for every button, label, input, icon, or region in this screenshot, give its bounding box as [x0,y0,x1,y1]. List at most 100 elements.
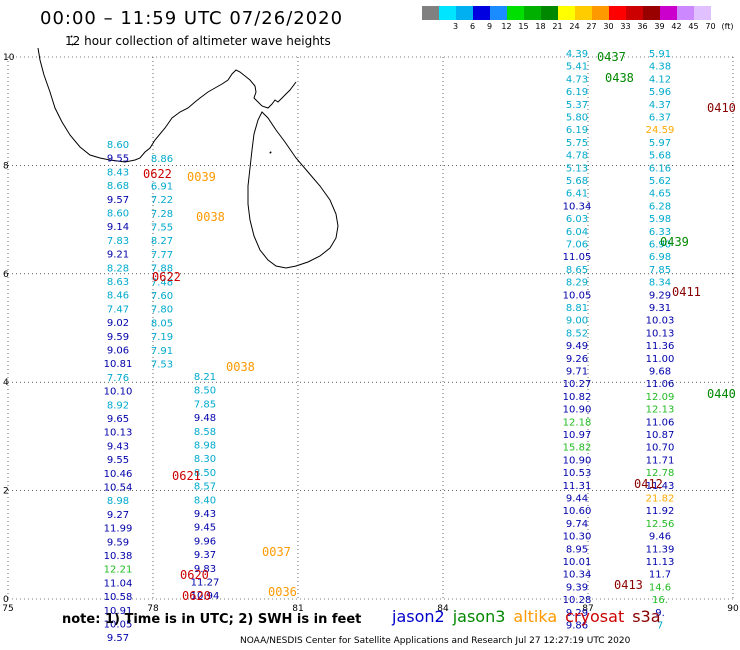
wave-height-value: 5.75 [566,138,588,149]
wave-height-value: 6.33 [649,227,671,238]
pass-time-label: 0411 [672,285,701,299]
wave-height-value: 12.21 [104,565,133,576]
wave-height-value: 10.60 [563,506,592,517]
wave-height-value: 8.68 [107,181,129,192]
colorbar-swatch [694,6,711,20]
wave-height-value: 11.13 [646,557,675,568]
colorbar-swatch [592,6,609,20]
wave-height-value: 10.13 [646,328,675,339]
sri-lanka-coastline [247,111,339,269]
satellite-tracks: 8.60 9.55 8.43 8.68 9.57 8.60 9.14 7.83 9.21 8.28… [104,49,675,644]
wave-height-value: 8.81 [566,303,588,314]
wave-height-value: 10.81 [104,359,133,370]
india-coastline [37,47,297,163]
wave-height-value: 7.22 [151,195,173,206]
wave-height-value: 9.06 [107,346,129,357]
wave-height-value: 5.80 [566,113,588,124]
wave-height-value: 8.50 [194,386,216,397]
wave-height-value: 10.97 [563,430,592,441]
colorbar-label: 9 [486,22,493,31]
colorbar-swatch [609,6,626,20]
wave-height-value: 9. [655,608,665,619]
colorbar-labels: 3 6 9 12 15 18 21 24 27 30 33 36 39 42 45 70 (ft) [422,22,740,34]
wave-height-value: 21.82 [646,494,675,505]
wave-height-value: 7.47 [107,304,129,315]
wave-height-value: 6.28 [649,201,671,212]
wave-height-value: 10.58 [104,592,133,603]
wave-height-value: 9.86 [566,621,588,632]
pass-time-label: 0410 [707,101,736,115]
wave-height-value: 9.48 [194,413,216,424]
wave-height-value: 16. [652,595,668,606]
wave-height-value: 8.34 [649,278,671,289]
wave-height-value: 7.48 [151,277,173,288]
wave-height-value: 7.91 [151,346,173,357]
wave-height-value: 9.46 [649,532,671,543]
wave-height-value: 8.43 [107,167,129,178]
wave-height-value: 7.85 [649,265,671,276]
wave-height-value: 9.49 [566,341,588,352]
wave-height-value: 11.43 [646,481,675,492]
wave-height-value: 10.30 [563,532,592,543]
wave-height-value: 8.52 [566,328,588,339]
colorbar-swatch [456,6,473,20]
wave-height-value: 9.96 [194,536,216,547]
island-dot [269,151,272,154]
colorbar-swatch [473,6,490,20]
wave-height-value: 14.6 [649,582,671,593]
wave-height-value: 11.99 [104,524,133,535]
wave-height-value: 11.04 [104,578,133,589]
wave-height-value: 11.39 [646,544,675,555]
map-title: 00:00 – 11:59 UTC 07/26/2020 [40,8,344,29]
wave-height-value: 7.83 [107,236,129,247]
wave-height-value: 9.31 [649,303,671,314]
wave-height-value: 10.94 [191,591,220,602]
wave-height-value: 8.21 [194,372,216,383]
pass-time-labels: 0622 0039 0038 0622 0038 0621 0037 0620 0620 0036… [143,50,736,603]
wave-height-value: 9.44 [566,494,588,505]
wave-height-value: 4.78 [566,151,588,162]
colorbar-label: 30 [603,22,614,31]
pass-time-label: 0039 [187,170,216,184]
wave-height-value: 5.37 [566,100,588,111]
wave-height-value: 6.98 [649,252,671,263]
wave-height-value: 4.73 [566,74,588,85]
wave-height-value: 8.60 [107,209,129,220]
wave-height-value: 7 [657,621,663,632]
wave-height-value: 6.37 [649,113,671,124]
wave-height-value: 10.46 [104,469,133,480]
wave-height-value: 10.10 [104,387,133,398]
wave-height-value: 9.65 [107,414,129,425]
wave-height-value: 4.12 [649,74,671,85]
colorbar-label: 3 [452,22,459,31]
wave-height-value: 10.91 [104,606,133,617]
wave-height-value: 12.09 [646,392,675,403]
colorbar-swatch [541,6,558,20]
wave-height-value: 11.7 [649,570,671,581]
wave-height-value: 7.88 [151,264,173,275]
island-dot [70,35,73,38]
wave-height-value: 6.16 [649,163,671,174]
wave-height-value: 9.02 [107,318,129,329]
wave-height-value: 7.85 [194,399,216,410]
wave-height-value: 4.65 [649,189,671,200]
wave-height-value: 11.00 [646,354,675,365]
wave-height-value: 8.92 [107,400,129,411]
wave-height-value: 5.96 [649,87,671,98]
wave-height-value: 11.06 [646,417,675,428]
wave-height-value: 9.57 [107,195,129,206]
pass-time-label: 0037 [262,545,291,559]
pass-time-label: 0622 [143,167,172,181]
wave-height-value: 8.65 [566,265,588,276]
wave-height-value: 10.90 [563,455,592,466]
pass-time-label: 0621 [172,469,201,483]
lon-tick-label: 75 [2,604,13,614]
wave-height-value: 15.82 [563,443,592,454]
wave-height-value: 9.83 [194,564,216,575]
wave-height-value: 9.14 [107,222,129,233]
wave-height-value: 8.98 [107,496,129,507]
wave-height-value: 9.43 [107,441,129,452]
wave-height-value: 8.40 [194,495,216,506]
lon-tick-label: 90 [727,604,739,614]
